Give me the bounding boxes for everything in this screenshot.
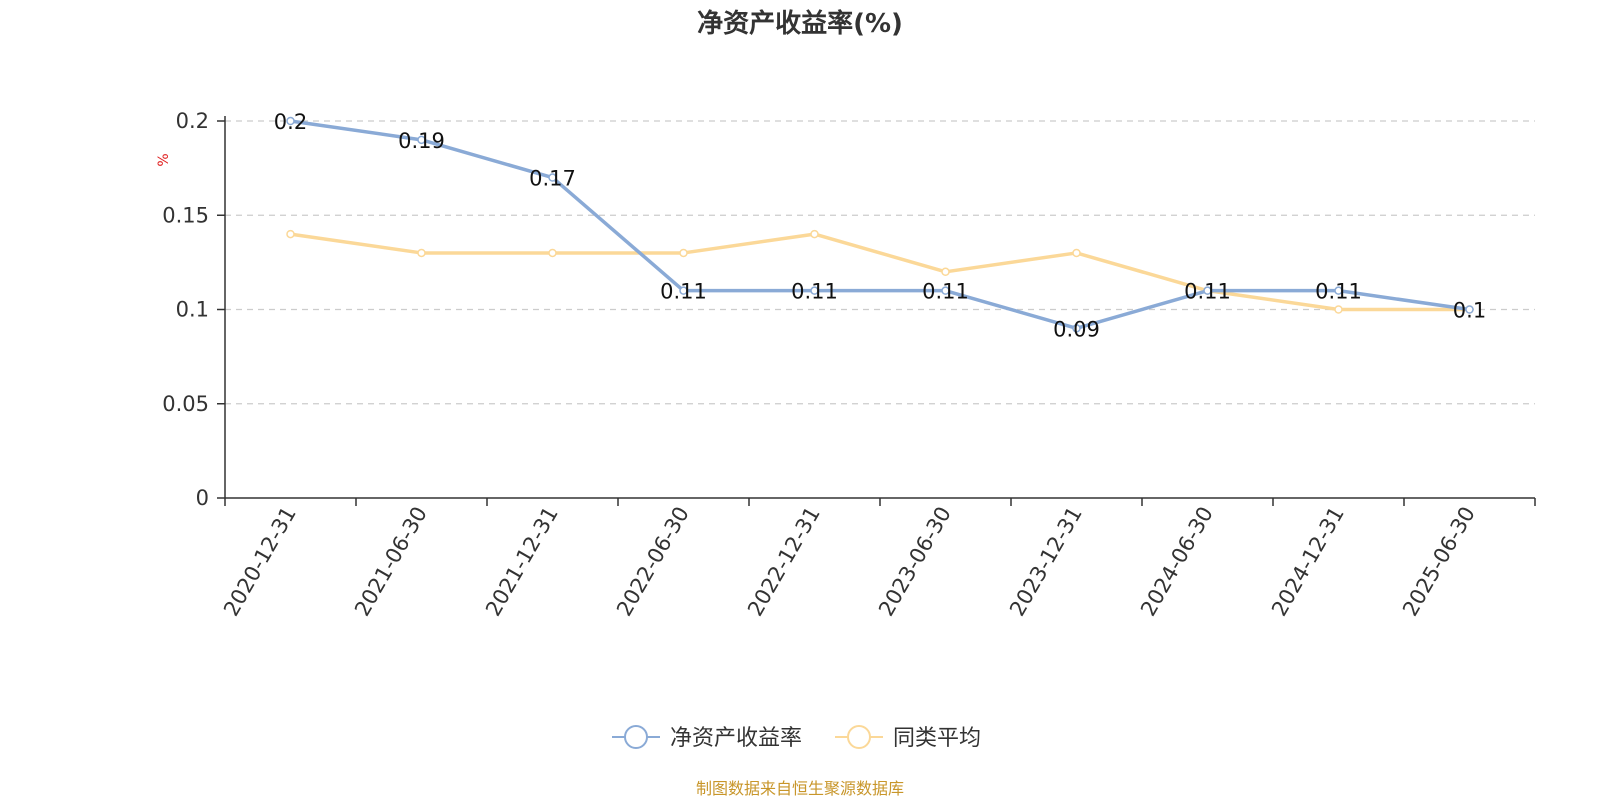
data-point bbox=[810, 229, 819, 239]
data-point bbox=[548, 248, 557, 258]
gridlines bbox=[225, 120, 1535, 405]
legend-marker bbox=[847, 725, 871, 749]
x-tick-label: 2024-06-30 bbox=[1136, 503, 1218, 621]
data-point bbox=[941, 267, 950, 277]
legend-marker bbox=[624, 725, 648, 749]
y-tick-label: 0 bbox=[196, 486, 209, 510]
data-point bbox=[548, 173, 557, 182]
x-tick-label: 2023-12-31 bbox=[1005, 503, 1087, 621]
y-tick-label: 0.15 bbox=[162, 203, 209, 227]
data-point bbox=[1334, 286, 1343, 295]
x-tick-label: 2020-12-31 bbox=[219, 503, 301, 621]
x-tick-label: 2022-06-30 bbox=[612, 503, 694, 621]
y-tick-label: 0.05 bbox=[162, 392, 209, 416]
data-label: 0.11 bbox=[660, 280, 707, 304]
data-point bbox=[679, 286, 688, 295]
y-tick-label: 0.1 bbox=[176, 298, 209, 322]
data-point bbox=[679, 248, 688, 258]
data-label: 0.2 bbox=[274, 110, 307, 134]
x-tick-label: 2025-06-30 bbox=[1398, 503, 1480, 621]
data-point bbox=[286, 116, 295, 126]
series-line-0 bbox=[290, 119, 1470, 331]
series-line-1 bbox=[290, 232, 1470, 312]
data-point bbox=[1072, 324, 1081, 333]
data-point bbox=[941, 286, 950, 295]
data-point bbox=[286, 229, 295, 239]
data-point bbox=[1072, 248, 1081, 258]
legend-label: 同类平均 bbox=[893, 726, 981, 751]
x-tick-label: 2024-12-31 bbox=[1267, 503, 1349, 621]
data-label: 0.11 bbox=[791, 280, 838, 304]
data-point bbox=[417, 248, 426, 258]
data-label: 0.09 bbox=[1053, 317, 1100, 341]
data-point bbox=[1334, 305, 1343, 314]
legend-item-1[interactable]: 同类平均 bbox=[835, 725, 981, 751]
data-label: 0.19 bbox=[398, 129, 445, 153]
y-axis-unit-label: % bbox=[156, 153, 172, 166]
x-tick-label: 2021-06-30 bbox=[350, 503, 432, 621]
x-tick-label: 2023-06-30 bbox=[874, 503, 956, 621]
source-note: 制图数据来自恒生聚源数据库 bbox=[696, 779, 904, 798]
series-lines bbox=[286, 116, 1474, 333]
x-tick-label: 2021-12-31 bbox=[481, 503, 563, 621]
axes: 0 0.05 0.1 0.15 0.2 2020-12-31 2021-06-30 2021-… bbox=[162, 109, 1536, 621]
legend-item-0[interactable]: 净资产收益率 bbox=[612, 725, 802, 751]
chart-title: 净资产收益率(%) bbox=[697, 8, 903, 39]
data-labels: 0.2 0.19 0.17 0.11 0.11 0.11 0.09 0.11 0.11 0.1 bbox=[274, 110, 1486, 341]
data-point bbox=[1203, 286, 1212, 295]
legend[interactable]: 净资产收益率 同类平均 bbox=[612, 725, 981, 751]
data-label: 0.1 bbox=[1453, 299, 1486, 323]
y-tick-label: 0.2 bbox=[176, 109, 209, 133]
data-label: 0.11 bbox=[922, 280, 969, 304]
data-point bbox=[1465, 305, 1474, 314]
data-point bbox=[417, 135, 426, 145]
data-label: 0.11 bbox=[1315, 280, 1362, 304]
data-label: 0.17 bbox=[529, 167, 576, 191]
legend-label: 净资产收益率 bbox=[670, 726, 802, 751]
x-tick-label: 2022-12-31 bbox=[743, 503, 825, 621]
data-label: 0.11 bbox=[1184, 280, 1231, 304]
data-point bbox=[810, 286, 819, 295]
